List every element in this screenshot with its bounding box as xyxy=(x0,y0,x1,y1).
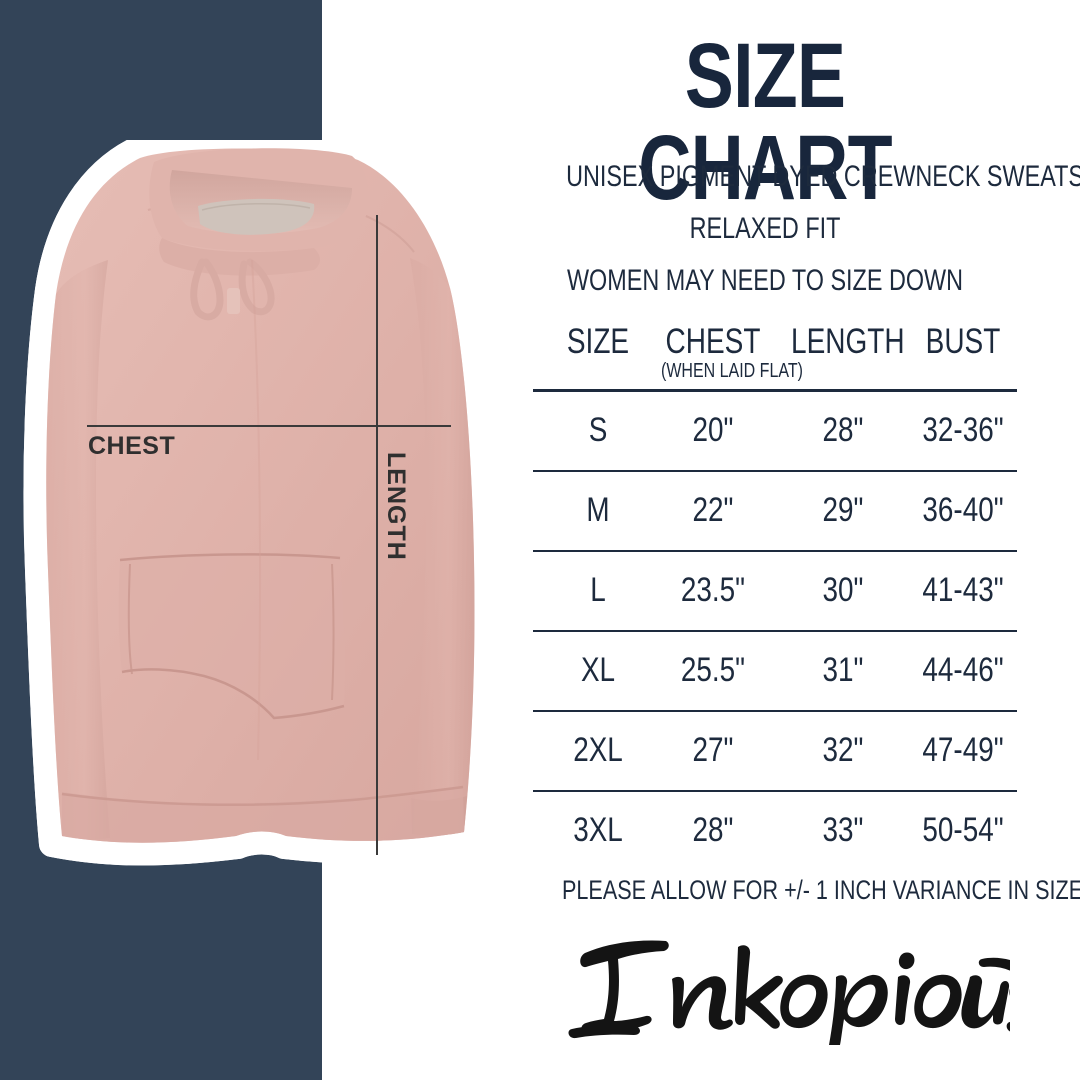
table-header-row: SIZE CHEST LENGTH BUST (WHEN LAID FLAT) xyxy=(510,322,1030,392)
cell-length: 28" xyxy=(822,411,864,449)
sweatshirt-illustration xyxy=(22,140,502,870)
table-row: 3XL 28" 33" 50-54" xyxy=(510,792,1030,872)
length-measure-label: LENGTH xyxy=(382,452,410,561)
page-title: SIZE CHART xyxy=(638,25,892,219)
chart-panel: SIZE CHART UNISEX PIGMENT DYED CREWNECK … xyxy=(510,0,1080,1080)
column-header-chest: CHEST xyxy=(665,322,761,361)
column-header-size: SIZE xyxy=(566,322,630,361)
cell-size: 2XL xyxy=(573,731,623,769)
cell-size: 3XL xyxy=(573,811,623,849)
row-divider xyxy=(533,470,1017,472)
chest-measure-line xyxy=(87,425,451,427)
cell-bust: 32-36" xyxy=(922,411,1004,449)
column-header-bust: BUST xyxy=(925,322,1001,361)
cell-size: S xyxy=(588,411,608,449)
cell-length: 31" xyxy=(822,651,864,689)
subtitle-sizing-advice: WOMEN MAY NEED TO SIZE DOWN xyxy=(566,264,964,297)
cell-chest: 23.5" xyxy=(680,571,746,609)
chest-measure-label: CHEST xyxy=(88,432,176,460)
cell-chest: 25.5" xyxy=(680,651,746,689)
cell-size: XL xyxy=(580,651,616,689)
garment-image: CHEST LENGTH xyxy=(22,140,502,870)
cell-size: M xyxy=(586,491,610,529)
cell-bust: 36-40" xyxy=(922,491,1004,529)
table-row: M 22" 29" 36-40" xyxy=(510,472,1030,552)
table-row: S 20" 28" 32-36" xyxy=(510,392,1030,472)
column-header-length: LENGTH xyxy=(791,322,905,361)
brand-logo: R xyxy=(530,925,1010,1045)
table-row: XL 25.5" 31" 44-46" xyxy=(510,632,1030,712)
table-row: 2XL 27" 32" 47-49" xyxy=(510,712,1030,792)
cell-bust: 50-54" xyxy=(922,811,1004,849)
size-table: SIZE CHEST LENGTH BUST (WHEN LAID FLAT) … xyxy=(510,322,1030,849)
cell-length: 29" xyxy=(822,491,864,529)
table-row: L 23.5" 30" 41-43" xyxy=(510,552,1030,632)
row-divider xyxy=(533,710,1017,712)
cell-length: 30" xyxy=(822,571,864,609)
variance-note: PLEASE ALLOW FOR +/- 1 INCH VARIANCE IN … xyxy=(562,875,1080,905)
row-divider xyxy=(533,790,1017,792)
cell-chest: 27" xyxy=(692,731,734,769)
subtitle-product: UNISEX PIGMENT DYED CREWNECK SWEATSHIRT xyxy=(566,160,1080,193)
table-header-rule xyxy=(533,389,1017,392)
cell-chest: 28" xyxy=(692,811,734,849)
table-body: S 20" 28" 32-36" M 22" 29" 36-40" L 23.5… xyxy=(510,392,1030,872)
cell-chest: 22" xyxy=(692,491,734,529)
cell-chest: 20" xyxy=(692,411,734,449)
column-header-note: (WHEN LAID FLAT) xyxy=(661,360,803,382)
cell-bust: 41-43" xyxy=(922,571,1004,609)
cell-bust: 47-49" xyxy=(922,731,1004,769)
cell-length: 33" xyxy=(822,811,864,849)
cell-bust: 44-46" xyxy=(922,651,1004,689)
length-measure-line xyxy=(376,215,378,855)
row-divider xyxy=(533,630,1017,632)
cell-length: 32" xyxy=(822,731,864,769)
row-divider xyxy=(533,550,1017,552)
cell-size: L xyxy=(590,571,606,609)
subtitle-fit: RELAXED FIT xyxy=(689,212,841,245)
